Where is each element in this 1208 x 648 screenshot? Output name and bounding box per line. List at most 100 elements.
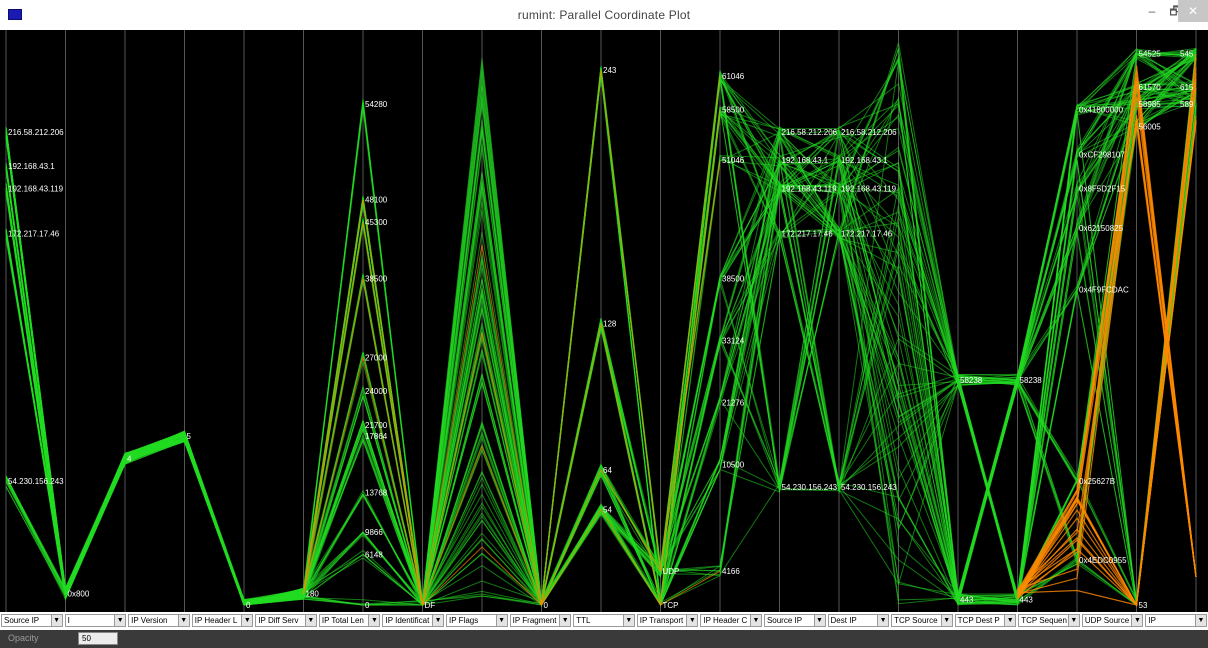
opacity-selector[interactable]: 50 [78,632,118,645]
axis-value-label: 192.168.43.1 [782,156,829,165]
dimension-select-8[interactable]: IP Fragment ▼ [510,614,572,627]
dimension-label: IP Flags [449,616,478,625]
dimension-label: UDP Source [1085,616,1129,625]
dimension-select-15[interactable]: TCP Dest P ▼ [955,614,1017,627]
chevron-down-icon[interactable]: ▼ [877,615,888,626]
dimension-select-0[interactable]: Source IP ▼ [1,614,63,627]
dimension-select-16[interactable]: TCP Sequen ▼ [1018,614,1080,627]
axis-value-label: 0x62150825 [1079,224,1124,233]
dimension-select-9[interactable]: TTL ▼ [573,614,635,627]
minimize-button[interactable]: – [1140,0,1164,22]
axis-value-label: 58238 [1020,376,1043,385]
axis-value-label: 58985 [1139,100,1162,109]
axis-value-label: 0x4EDC0955 [1079,556,1127,565]
chevron-down-icon[interactable]: ▼ [750,615,761,626]
axis-value-label: 172.217.17.46 [782,229,834,238]
chevron-down-icon[interactable]: ▼ [941,615,952,626]
axis-value-label: 0x41800000 [1079,106,1124,115]
axis-value-label: 45300 [365,218,388,227]
chevron-down-icon[interactable]: ▼ [305,615,316,626]
axis-value-label: UDP [663,567,680,576]
chevron-down-icon[interactable]: ▼ [241,615,252,626]
plot-canvas[interactable]: 216.58.212.206192.168.43.1192.168.43.119… [0,30,1208,612]
axis-value-label: 443 [960,595,974,604]
axis-value-label: 192.168.43.1 [8,162,55,171]
axis-value-label: 5 [187,432,192,441]
axis-value-label: 545 [1180,49,1194,58]
axis-value-label: 6148 [365,550,383,559]
dimension-label: TCP Sequen [1021,616,1067,625]
dimension-select-4[interactable]: IP Diff Serv ▼ [255,614,317,627]
axis-value-label: 61570 [1139,83,1162,92]
axis-value-label: 0x4F9FCDAC [1079,286,1129,295]
dimension-label: IP [1148,616,1156,625]
axis-value-label: 13768 [365,488,388,497]
dimension-label: IP Diff Serv [258,616,298,625]
axis-value-label: 56005 [1139,122,1162,131]
axis-value-label: 48100 [365,196,388,205]
window-title: rumint: Parallel Coordinate Plot [0,8,1208,22]
axis-value-label: 54.230.156.243 [782,483,838,492]
chevron-down-icon[interactable]: ▼ [1004,615,1015,626]
axis-value-label: 9866 [365,528,383,537]
dimension-label: TCP Dest P [958,616,1000,625]
axis-value-label: 54525 [1139,49,1162,58]
dimension-label: Source IP [4,616,39,625]
axis-value-label: DF [425,601,436,610]
axis-value-label: 0 [246,601,251,610]
dimension-selector-bar: Source IP ▼ I ▼ IP Version ▼ IP Header L ▼ IP Di… [0,612,1208,630]
dimension-select-18[interactable]: IP ▼ [1145,614,1207,627]
chevron-down-icon[interactable]: ▼ [686,615,697,626]
dimension-select-5[interactable]: IP Total Len ▼ [319,614,381,627]
dimension-select-3[interactable]: IP Header L ▼ [192,614,254,627]
axis-value-label: 38500 [722,274,745,283]
axis-value-label: 17864 [365,432,388,441]
chevron-down-icon[interactable]: ▼ [814,615,825,626]
chevron-down-icon[interactable]: ▼ [559,615,570,626]
dimension-select-6[interactable]: IP Identificat ▼ [382,614,444,627]
axis-value-label: 192.168.43.119 [782,184,838,193]
axis-value-label: 216.58.212.206 [8,128,64,137]
axis-value-label: 53 [1139,601,1148,610]
axis-value-label: 0x8F5D2F15 [1079,184,1126,193]
axis-value-label: 172.217.17.46 [841,229,893,238]
dimension-select-7[interactable]: IP Flags ▼ [446,614,508,627]
chevron-down-icon[interactable]: ▼ [432,615,443,626]
dimension-select-13[interactable]: Dest IP ▼ [828,614,890,627]
chevron-down-icon[interactable]: ▼ [178,615,189,626]
axis-value-label: 21276 [722,398,745,407]
dimension-select-10[interactable]: IP Transport ▼ [637,614,699,627]
axis-value-label: 192.168.43.119 [8,184,64,193]
dimension-select-11[interactable]: IP Header C ▼ [700,614,762,627]
chevron-down-icon[interactable]: ▼ [114,615,125,626]
dimension-select-14[interactable]: TCP Source ▼ [891,614,953,627]
dimension-select-17[interactable]: UDP Source ▼ [1082,614,1144,627]
chevron-down-icon[interactable]: ▼ [51,615,62,626]
chevron-down-icon[interactable]: ▼ [623,615,634,626]
axis-value-label: 0x25627B [1079,477,1115,486]
chevron-down-icon[interactable]: ▼ [1195,615,1206,626]
dimension-select-1[interactable]: I ▼ [65,614,127,627]
chevron-down-icon[interactable]: ▼ [496,615,507,626]
axis-value-label: 4 [127,455,132,464]
axis-value-label: 58238 [960,376,983,385]
axis-value-label: 0x800 [68,590,90,599]
axis-value-label: 54.230.156.243 [841,483,897,492]
dimension-label: IP Identificat [385,616,429,625]
chevron-down-icon[interactable]: ▼ [1068,615,1079,626]
parallel-coordinate-plot[interactable]: 216.58.212.206 192.168.43.1 192.168.43.119… [0,30,1208,612]
close-button[interactable]: ✕ [1178,0,1208,22]
axis-value-label: 58500 [722,106,745,115]
axis-value-label: 54 [603,505,612,514]
axis-value-label: 54.230.156.243 [8,477,64,486]
axis-value-label: 33124 [722,336,745,345]
axis-value-label: 54280 [365,100,388,109]
axis-value-label: 0 [544,601,549,610]
dimension-select-12[interactable]: Source IP ▼ [764,614,826,627]
axis-value-label: 10500 [722,460,745,469]
chevron-down-icon[interactable]: ▼ [1131,615,1142,626]
axis-value-label: 0xCF298107 [1079,151,1125,160]
dimension-select-2[interactable]: IP Version ▼ [128,614,190,627]
dimension-label: Dest IP [831,616,857,625]
chevron-down-icon[interactable]: ▼ [368,615,379,626]
